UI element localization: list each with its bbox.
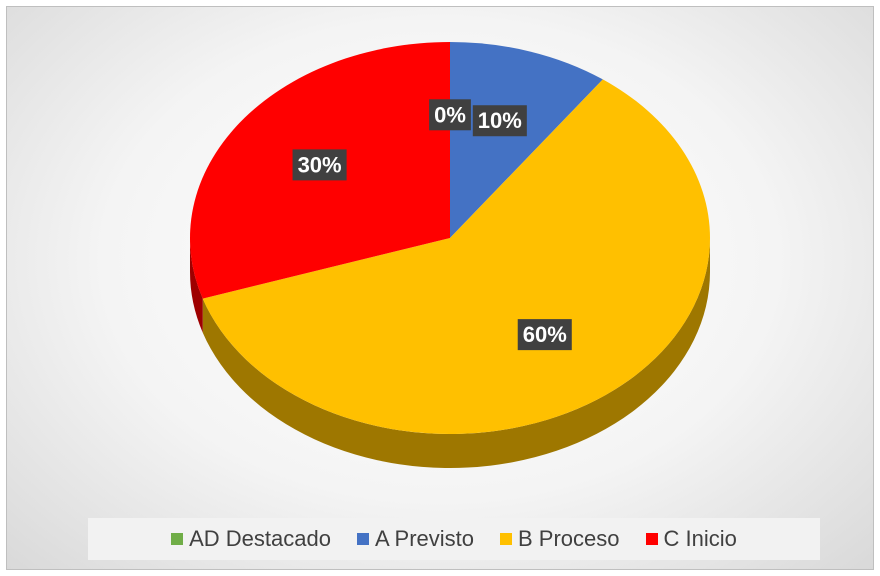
slice-side xyxy=(202,238,710,468)
legend-label: A Previsto xyxy=(374,526,475,551)
legend-label: B Proceso xyxy=(518,526,620,551)
data-label-box xyxy=(472,105,527,137)
legend: AD Destacado A Previsto B Proceso C Inicio xyxy=(88,518,820,560)
data-label-box xyxy=(429,99,471,131)
legend-swatch xyxy=(171,533,184,545)
legend-item: AD Destacado xyxy=(171,526,331,552)
slice-side xyxy=(190,238,203,333)
legend-item: A Previsto xyxy=(356,526,475,552)
legend-swatch xyxy=(645,533,658,545)
data-label: 0% xyxy=(429,99,471,131)
legend-swatch xyxy=(500,533,513,545)
slice xyxy=(450,42,603,238)
data-label-text: 60% xyxy=(523,322,567,347)
data-label-box xyxy=(517,319,572,351)
slice xyxy=(202,79,710,435)
legend-swatch xyxy=(356,533,369,545)
data-label-box xyxy=(292,149,347,181)
legend-item: B Proceso xyxy=(500,526,620,552)
data-label: 30% xyxy=(292,149,347,181)
data-label: 60% xyxy=(517,319,572,351)
legend-item: C Inicio xyxy=(645,526,737,552)
legend-label: AD Destacado xyxy=(189,526,331,551)
legend-label: C Inicio xyxy=(663,526,737,551)
data-label-text: 30% xyxy=(298,152,342,177)
data-label-text: 0% xyxy=(434,102,466,127)
data-label: 10% xyxy=(472,105,527,137)
data-label-text: 10% xyxy=(478,108,522,133)
